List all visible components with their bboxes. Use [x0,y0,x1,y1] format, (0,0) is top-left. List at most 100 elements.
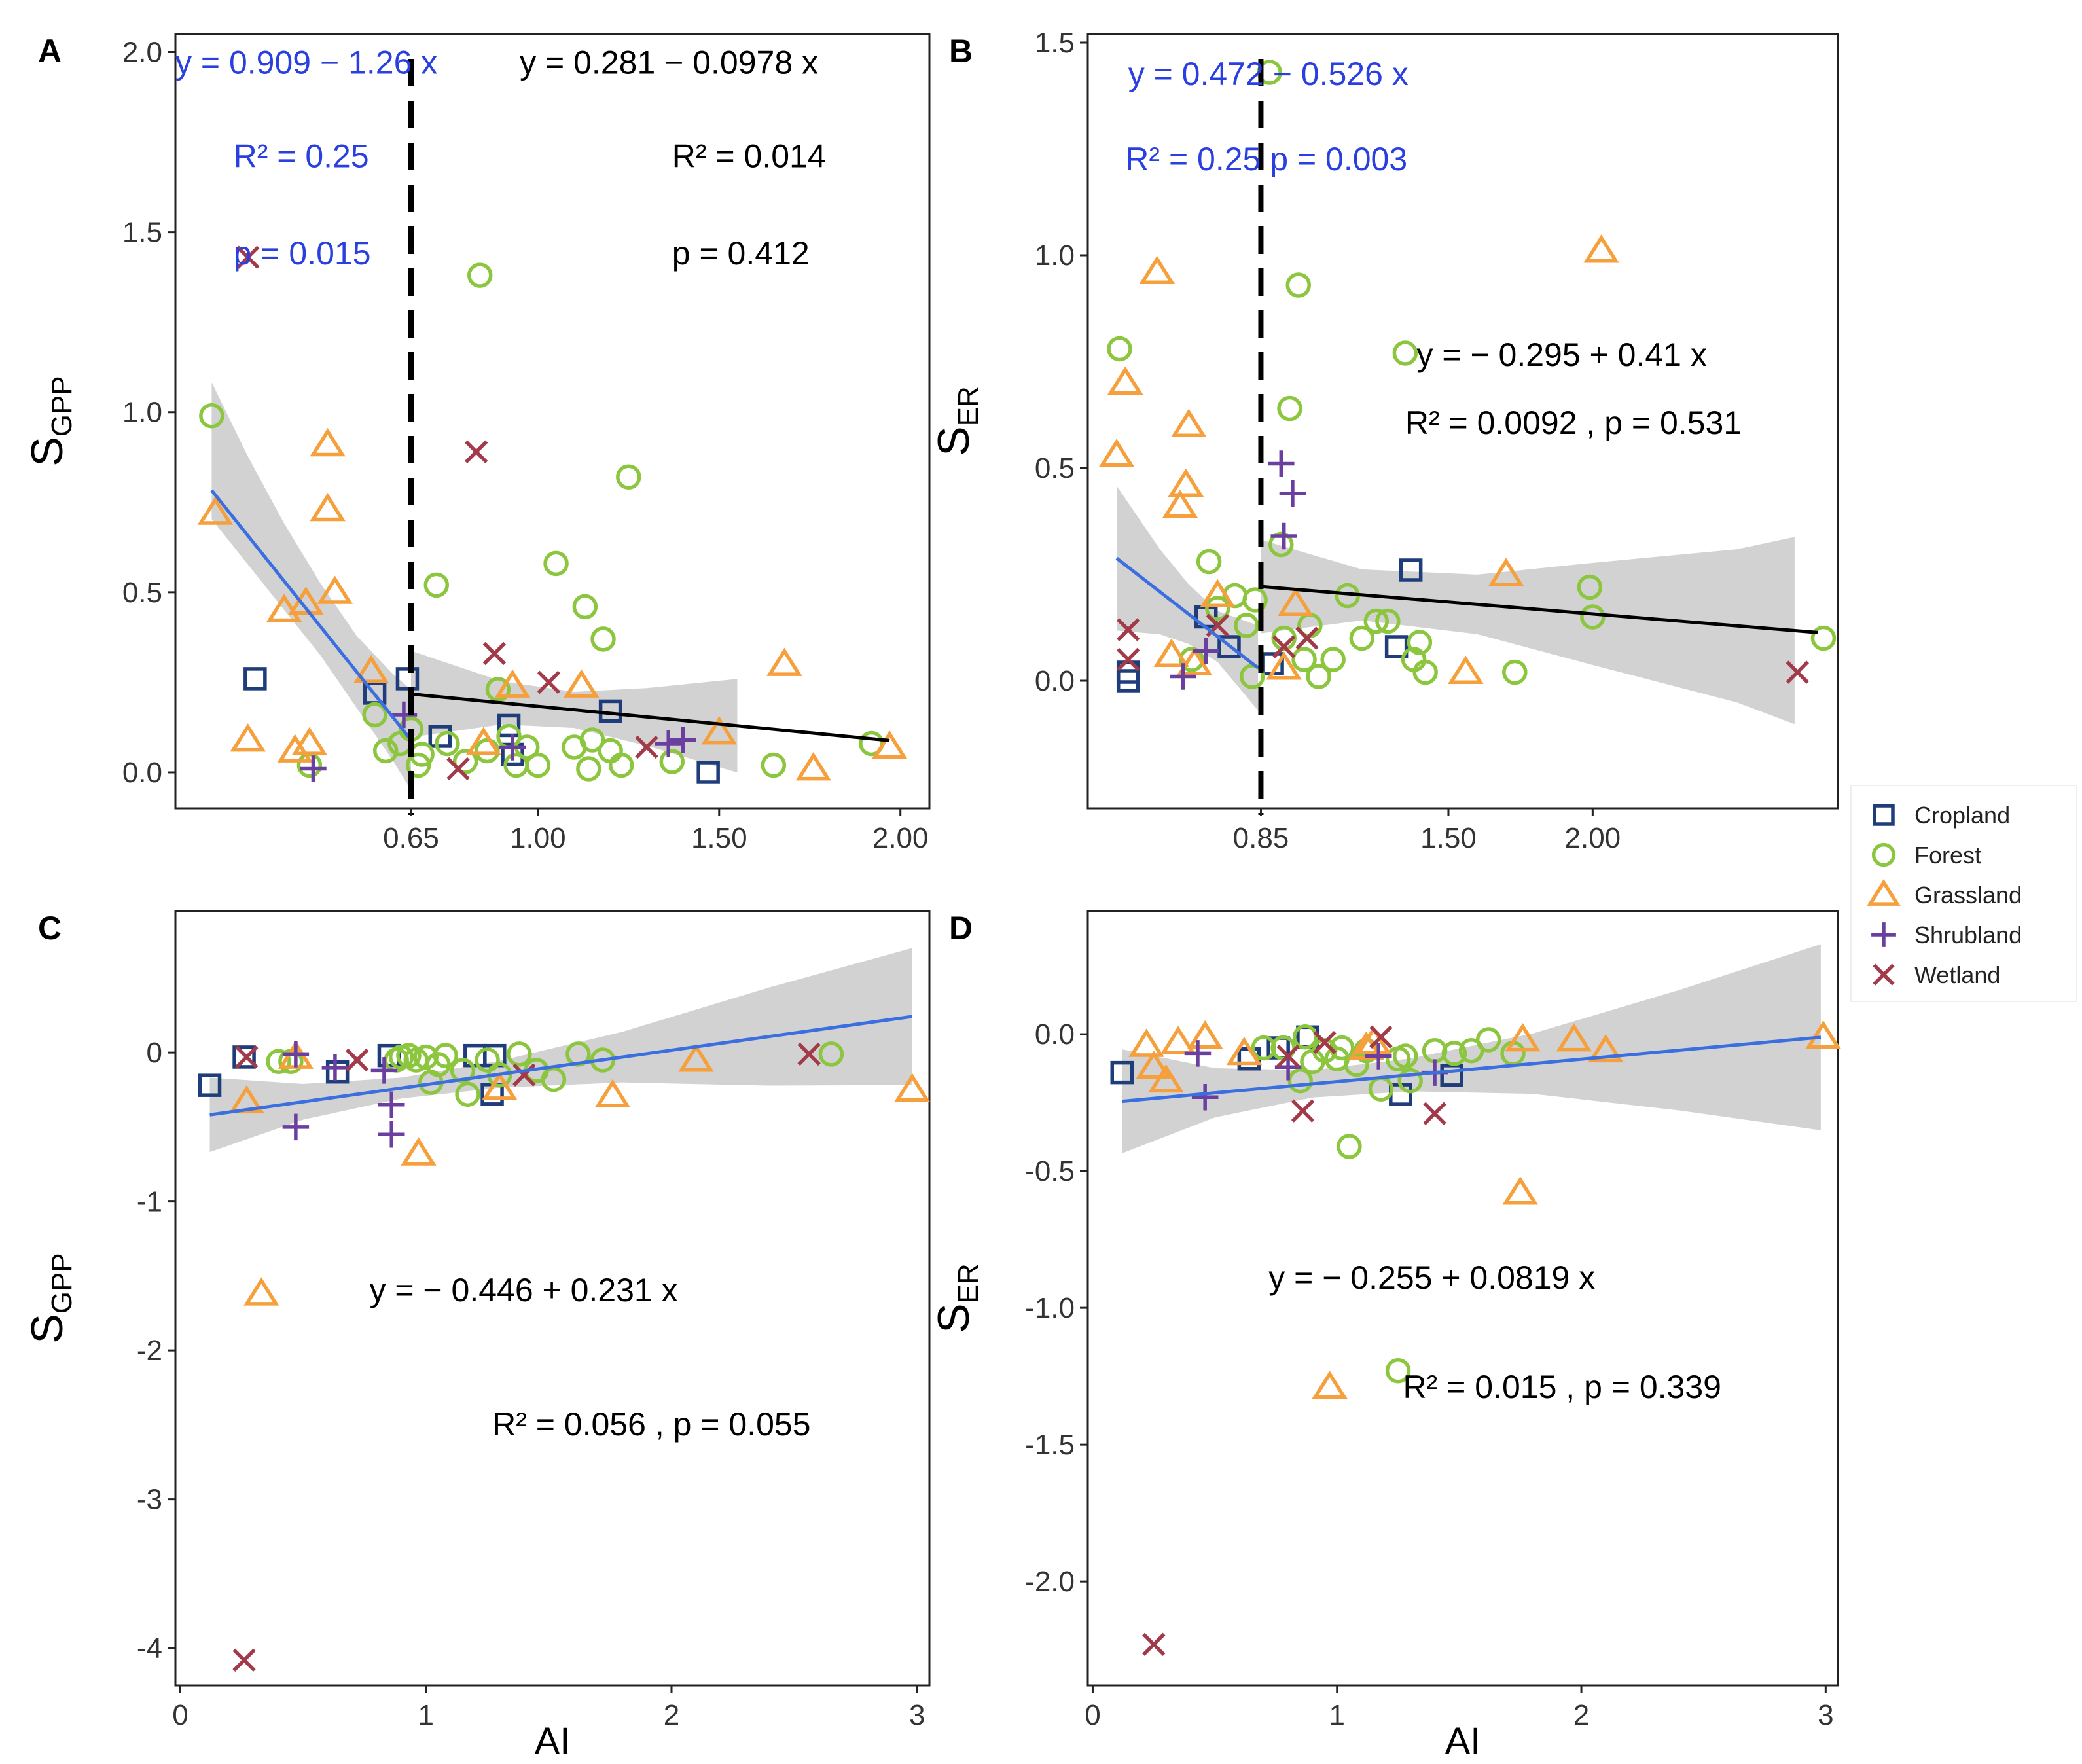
panel-d: Dy = − 0.255 + 0.0819 x R² = 0.015 , p = … [929,910,1841,1763]
point-forest [1412,659,1438,685]
panel-letter: A [38,33,62,69]
point-grassland [1488,558,1524,586]
point-grassland [1312,1370,1348,1399]
fit-line [1122,1035,1822,1104]
point-forest [1385,1358,1411,1384]
point-grassland [291,727,328,755]
point-grassland [766,647,802,676]
point-grassland [1226,1036,1263,1066]
point-forest [1205,596,1230,621]
point-forest [455,1081,480,1107]
point-grassland [1098,439,1135,467]
point-shrubland [370,1057,398,1084]
fit-annotation: y = − 0.255 + 0.0819 x [1268,1259,1595,1296]
point-wetland [1295,626,1319,650]
point-cropland [325,1060,350,1084]
fit-annotation: p = 0.412 [672,235,810,272]
point-forest [405,752,431,778]
point-wetland [1369,1025,1393,1049]
point-forest [467,262,493,288]
fit-annotation: R² = 0.0092 , p = 0.531 [1405,405,1742,441]
point-shrubland [282,1041,310,1068]
point-forest [525,752,551,778]
y-tick-label: 0.0 [1035,665,1075,697]
point-grassland [1187,1020,1223,1049]
point-wetland [512,1063,536,1087]
point-forest [452,749,478,774]
point-wetland [537,670,561,694]
fit-line [1261,585,1818,634]
point-grassland [1148,1064,1184,1093]
y-tick-label: 0.5 [1035,452,1075,484]
y-axis-label-sub: ER [952,386,984,426]
y-axis-label-main: S [929,1303,978,1333]
point-shrubland [378,1091,405,1118]
point-shrubland [1170,663,1196,690]
point-cropland [243,667,267,691]
point-wetland [464,440,488,463]
point-forest [507,1041,532,1067]
point-forest [435,730,460,757]
point-wetland [232,1648,256,1672]
panel-c: Cy = − 0.446 + 0.231 x R² = 0.056 , p = 0… [22,910,931,1763]
point-forest [1441,1041,1467,1066]
point-forest [1277,395,1302,422]
point-forest [1337,1134,1362,1159]
point-wetland [1272,635,1296,658]
point-wetland [446,757,470,781]
fit-line [210,489,412,742]
legend-key-cropland [1873,804,1895,826]
point-grassland [1556,1023,1592,1052]
y-tick-label: 0.5 [122,577,162,609]
x-tick-label: 2 [1573,1699,1589,1731]
x-tick-label: 3 [909,1699,925,1731]
point-forest [372,738,399,764]
point-cropland [198,1073,222,1097]
legend-label: Wetland [1914,962,2000,988]
y-axis-label: SGPP [22,376,78,466]
point-grassland [1502,1176,1538,1205]
point-wetland [1423,1102,1446,1126]
point-forest [1349,625,1374,651]
point-shrubland [1184,1040,1212,1067]
point-grassland [401,1137,437,1166]
point-grassland [1160,1026,1196,1054]
point-grassland [1128,1028,1164,1057]
point-cropland [1110,1060,1134,1085]
x-tick-label: 0.85 [1233,822,1289,854]
point-forest [1251,1035,1277,1061]
point-forest [199,403,224,429]
point-grassland [482,1071,518,1100]
fit-line [209,1015,913,1117]
confidence-band [1117,486,1259,711]
fit-annotation: R² = 0.25 p = 0.003 [1125,141,1407,177]
legend-label: Grassland [1914,882,2022,909]
point-cropland [232,1045,256,1069]
legend-key-shrubland [1871,922,1896,947]
x-tick-label: 1 [418,1699,434,1731]
point-cropland [1399,558,1423,582]
point-forest [1577,574,1603,600]
point-forest [362,702,387,728]
point-forest [1407,630,1433,655]
point-forest [1234,613,1259,638]
x-tick-label: 2.00 [1565,822,1621,854]
point-grassland [230,723,266,752]
fit-annotation: R² = 0.056 , p = 0.055 [492,1406,810,1443]
x-tick-label: 1.50 [691,822,747,854]
point-grassland [1200,579,1236,607]
point-grassland [1139,255,1176,284]
point-wetland [1291,1099,1315,1123]
point-grassland [277,734,314,763]
point-cropland [428,725,452,748]
point-forest [1385,1046,1411,1071]
point-grassland [353,655,389,683]
y-tick-label: 0.0 [122,757,162,789]
legend-label: Forest [1914,842,1981,869]
point-shrubland [1268,450,1295,477]
point-grassland [594,1079,631,1108]
point-grassland [1162,490,1198,518]
point-forest [616,464,641,490]
point-wetland [345,1048,369,1072]
